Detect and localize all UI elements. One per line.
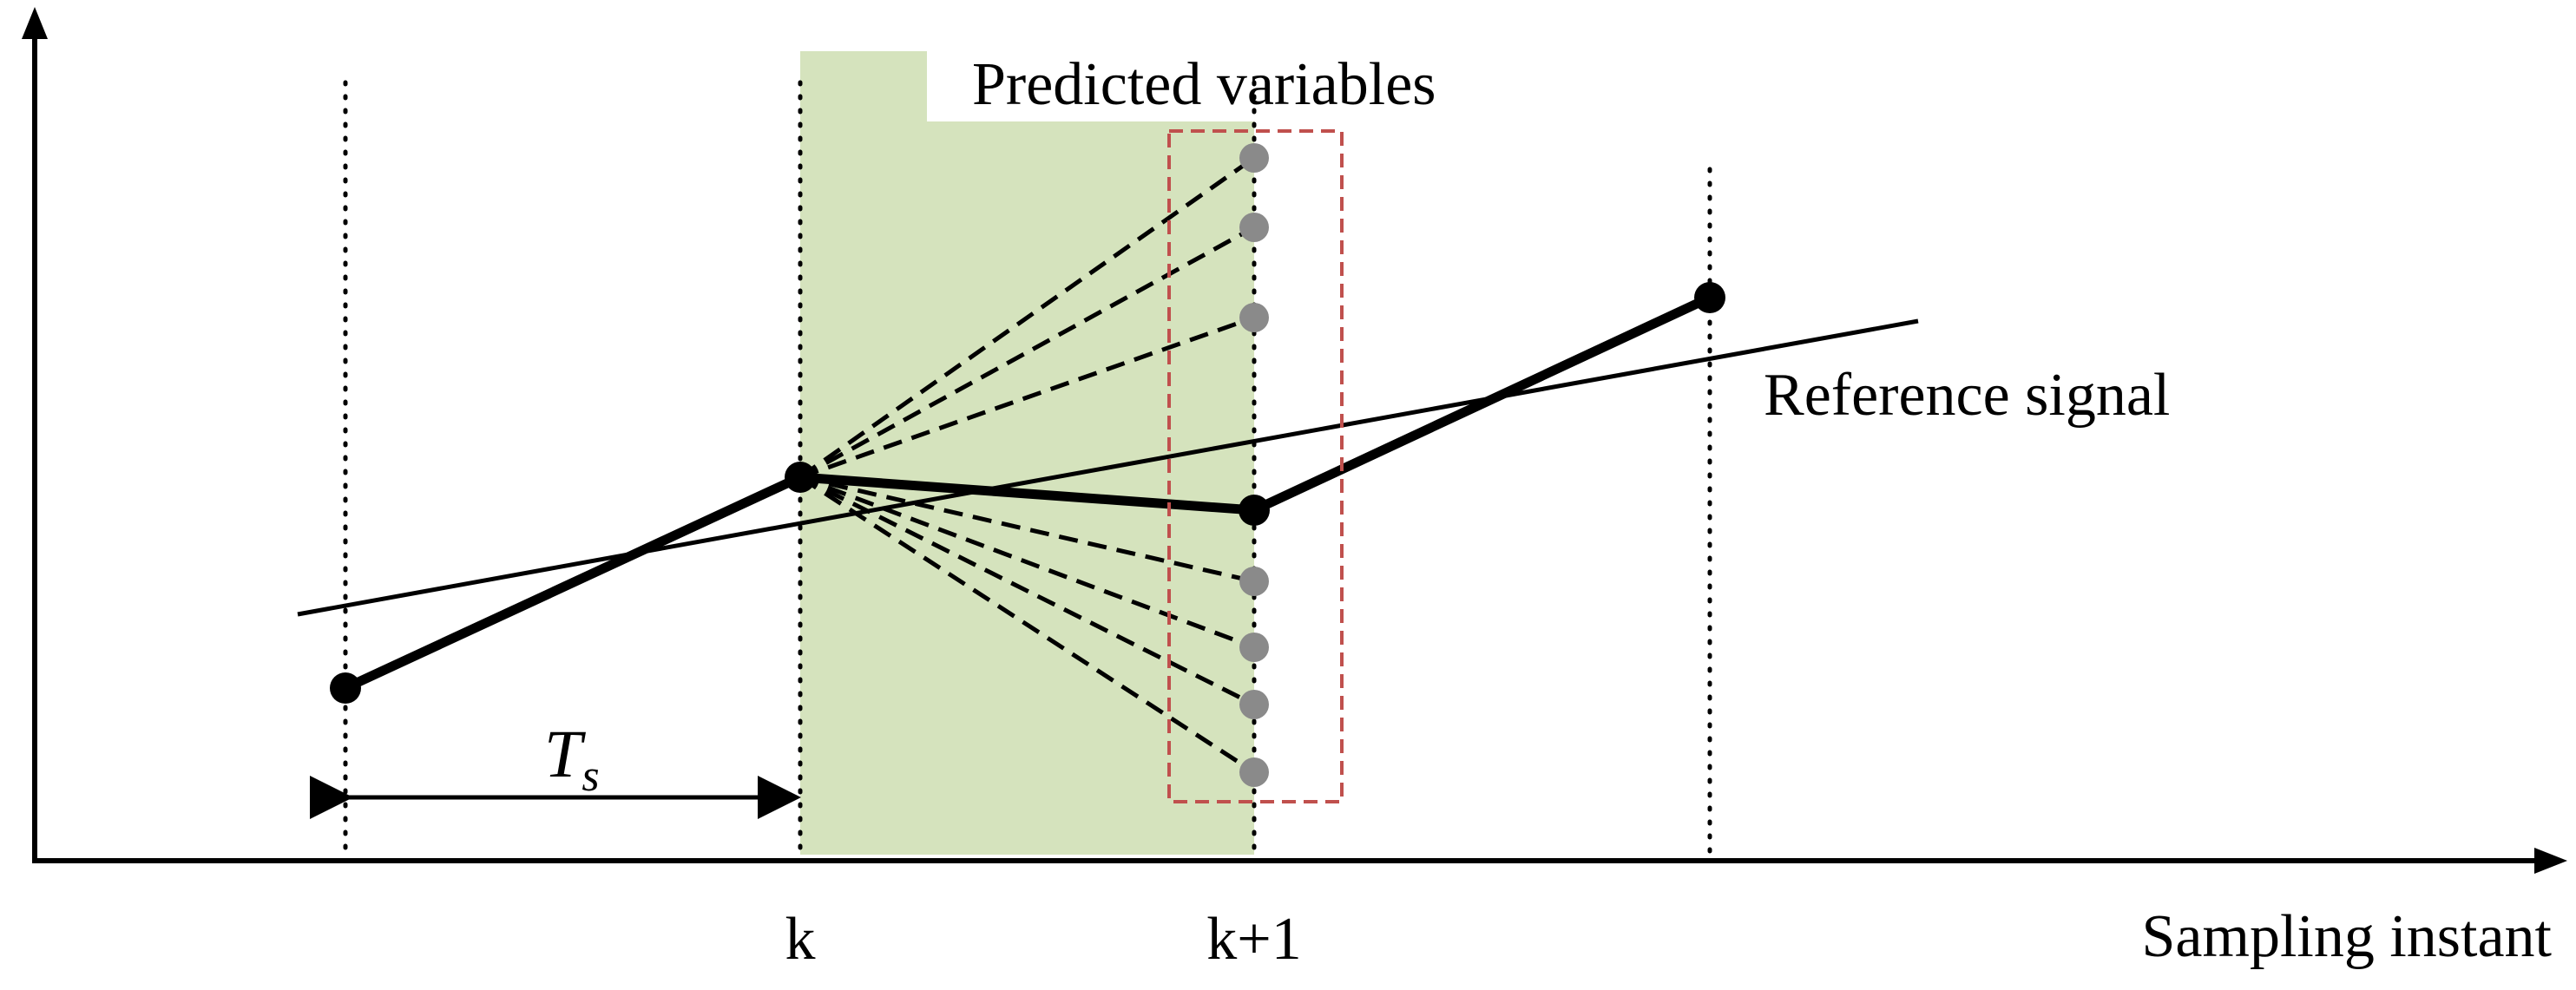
predicted-points — [1239, 143, 1269, 787]
prediction-fan — [798, 155, 1256, 775]
candidate-set-box — [1167, 129, 1344, 803]
reference-signal-label: Reference signal — [1764, 362, 2170, 429]
sample-point-k-plus-2 — [1694, 282, 1725, 313]
actual-trajectory — [343, 293, 1712, 692]
predicted-variables-label: Predicted variables — [972, 51, 1436, 118]
sample-point-k-minus-1 — [330, 672, 361, 704]
sampling-period-subscript: s — [582, 751, 599, 801]
sampling-period-symbol: T — [544, 716, 586, 791]
sampling-period-label: Ts — [544, 716, 600, 801]
y-axis-arrowhead — [22, 7, 48, 39]
sample-point-k — [785, 462, 816, 493]
sample-point-k-plus-1 — [1239, 495, 1270, 526]
tick-label-k-plus-1: k+1 — [1206, 906, 1301, 973]
x-axis-arrowhead — [2534, 848, 2567, 874]
prediction-region — [800, 51, 1254, 855]
x-axis-label: Sampling instant — [2142, 903, 2553, 970]
reference-signal-line — [297, 318, 1919, 617]
tick-label-k: k — [785, 906, 816, 973]
